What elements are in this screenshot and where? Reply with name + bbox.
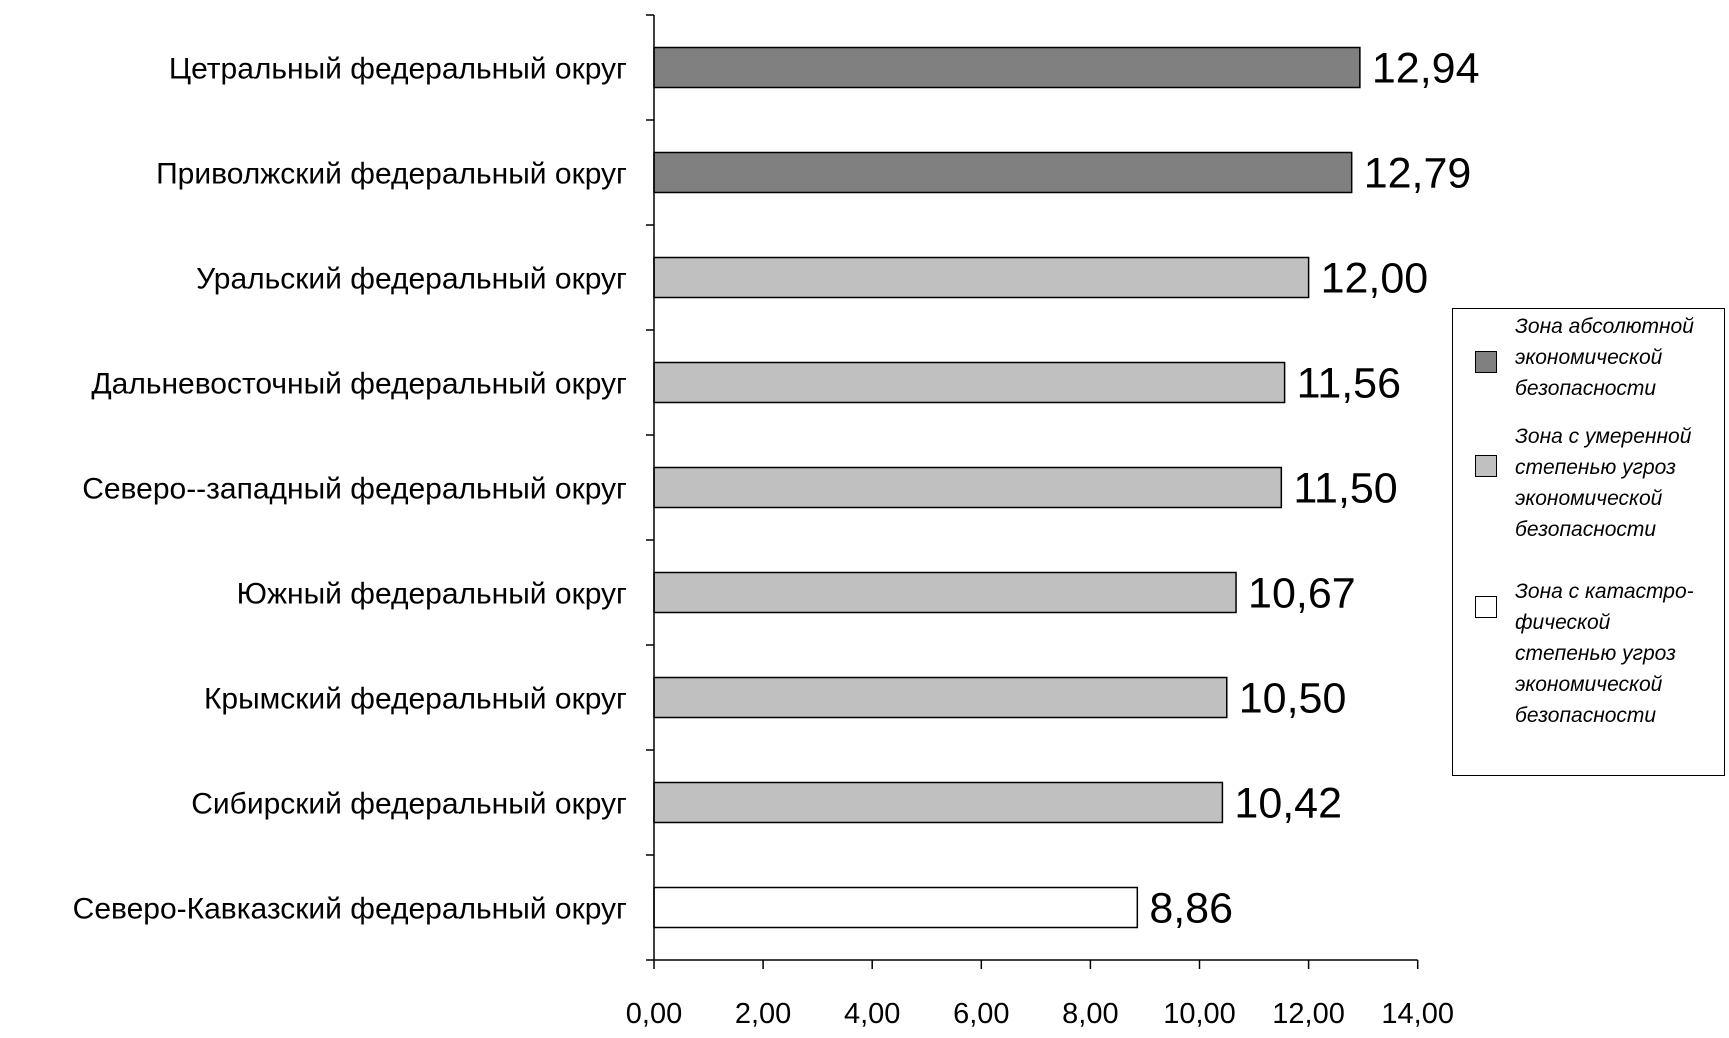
bar-4 — [653, 466, 1283, 509]
x-tick-label-5: 10,00 — [1163, 998, 1236, 1030]
x-tick-label-1: 2,00 — [735, 998, 791, 1030]
value-label-8: 8,86 — [1149, 885, 1233, 933]
x-tick-label-7: 14,00 — [1381, 998, 1454, 1030]
x-tick-label-6: 12,00 — [1272, 998, 1345, 1030]
value-label-0: 12,94 — [1372, 45, 1480, 93]
legend-swatch-catastrophic — [1475, 596, 1497, 618]
legend-label-moderate: Зона с умеренной степенью угроз экономич… — [1515, 425, 1692, 541]
bar-2 — [653, 256, 1310, 299]
bar-8 — [653, 886, 1139, 929]
value-label-3: 11,56 — [1297, 360, 1401, 408]
value-label-6: 10,50 — [1239, 675, 1347, 723]
x-tick-label-2: 4,00 — [844, 998, 900, 1030]
bar-3 — [653, 361, 1286, 404]
axes-layer — [646, 14, 1419, 969]
bars-layer — [653, 46, 1361, 929]
category-label-7: Сибирский федеральный округ — [191, 788, 627, 821]
bar-0 — [653, 46, 1361, 89]
legend-label-catastrophic: Зона с катастро- фической степенью угроз… — [1515, 580, 1694, 727]
category-label-0: Цетральный федеральный округ — [169, 53, 627, 86]
legend-swatch-moderate — [1475, 455, 1497, 477]
category-label-4: Северо--западный федеральный округ — [82, 473, 627, 506]
labels-layer: Цетральный федеральный округ 12,94 Приволж… — [73, 45, 1480, 1031]
value-label-7: 10,42 — [1234, 780, 1342, 828]
value-label-5: 10,67 — [1248, 570, 1356, 618]
bar-6 — [653, 676, 1228, 719]
value-label-1: 12,79 — [1364, 150, 1472, 198]
x-tick-label-0: 0,00 — [626, 998, 682, 1030]
legend-label-absolute: Зона абсолютной экономической безопаснос… — [1515, 315, 1694, 400]
category-label-6: Крымский федеральный округ — [204, 683, 627, 716]
category-label-3: Дальневосточный федеральный округ — [91, 368, 627, 401]
value-label-4: 11,50 — [1293, 465, 1397, 513]
category-label-5: Южный федеральный округ — [237, 578, 627, 611]
x-tick-label-4: 8,00 — [1062, 998, 1118, 1030]
bar-1 — [653, 151, 1353, 194]
bar-7 — [653, 781, 1224, 824]
category-label-1: Приволжский федеральный округ — [156, 158, 627, 191]
x-tick-label-3: 6,00 — [953, 998, 1009, 1030]
category-label-2: Уральский федеральный округ — [196, 263, 627, 296]
bar-5 — [653, 571, 1237, 614]
legend: Зона абсолютной экономической безопаснос… — [1452, 308, 1725, 776]
category-label-8: Северо-Кавказский федеральный округ — [73, 893, 627, 926]
legend-swatch-absolute — [1475, 351, 1497, 373]
value-label-2: 12,00 — [1321, 255, 1429, 303]
